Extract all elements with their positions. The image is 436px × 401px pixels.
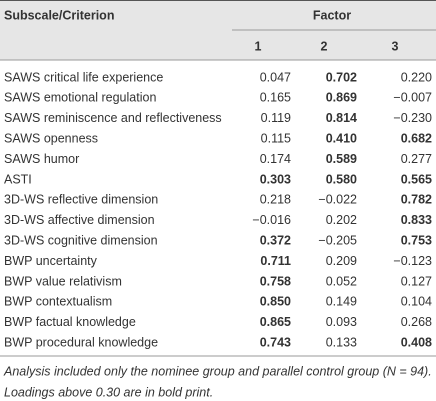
cell-value: 0.133	[326, 335, 357, 349]
cell-value: −0.205	[318, 233, 357, 247]
factor-header: 2	[321, 39, 328, 53]
row-label: SAWS critical life experience	[4, 70, 163, 84]
cell-value: 0.052	[326, 274, 357, 288]
cell-value: 0.115	[261, 131, 291, 145]
cell-value: 0.202	[326, 213, 357, 227]
cell-value: 0.565	[401, 172, 432, 186]
cell-value: 0.220	[401, 70, 432, 84]
cell-value: 0.410	[326, 131, 357, 145]
table-note: Loadings above 0.30 are in bold print.	[4, 385, 213, 399]
cell-value: 0.149	[326, 295, 357, 309]
cell-value: 0.277	[401, 152, 432, 166]
cell-value: 0.702	[326, 70, 357, 84]
cell-value: 0.743	[260, 335, 291, 349]
cell-value: 0.303	[260, 172, 291, 186]
column-header: Subscale/Criterion	[4, 8, 114, 22]
cell-value: 0.682	[401, 131, 432, 145]
cell-value: 0.408	[401, 335, 432, 349]
cell-value: 0.104	[401, 295, 432, 309]
cell-value: 0.372	[260, 233, 291, 247]
row-label: 3D-WS cognitive dimension	[4, 233, 158, 247]
cell-value: −0.123	[393, 254, 432, 268]
row-label: 3D-WS reflective dimension	[4, 193, 158, 207]
group-header: Factor	[313, 8, 351, 22]
cell-value: −0.022	[318, 193, 357, 207]
cell-value: −0.016	[252, 213, 291, 227]
row-label: SAWS reminiscence and reflectiveness	[4, 111, 222, 125]
cell-value: 0.165	[260, 91, 291, 105]
factor-header: 3	[392, 39, 399, 53]
cell-value: 0.833	[401, 213, 432, 227]
cell-value: 0.865	[260, 315, 291, 329]
cell-value: 0.589	[326, 152, 357, 166]
row-label: 3D-WS affective dimension	[4, 213, 155, 227]
row-label: BWP value relativism	[4, 274, 122, 288]
row-label: ASTI	[4, 172, 32, 186]
cell-value: 0.119	[261, 111, 291, 125]
row-label: BWP procedural knowledge	[4, 335, 158, 349]
row-label: SAWS humor	[4, 152, 79, 166]
cell-value: 0.782	[401, 193, 432, 207]
cell-value: 0.758	[260, 274, 291, 288]
row-label: BWP factual knowledge	[4, 315, 136, 329]
cell-value: 0.580	[326, 172, 357, 186]
table-note: Analysis included only the nominee group…	[3, 364, 432, 378]
cell-value: 0.268	[401, 315, 432, 329]
cell-value: 0.850	[260, 295, 291, 309]
cell-value: −0.007	[393, 91, 432, 105]
row-label: BWP uncertainty	[4, 254, 98, 268]
cell-value: 0.047	[260, 70, 291, 84]
row-label: SAWS emotional regulation	[4, 91, 156, 105]
cell-value: 0.218	[260, 193, 291, 207]
cell-value: 0.753	[401, 233, 432, 247]
row-label: SAWS openness	[4, 131, 98, 145]
cell-value: 0.174	[260, 152, 291, 166]
factor-header: 1	[255, 39, 262, 53]
cell-value: 0.869	[326, 91, 357, 105]
cell-value: 0.209	[326, 254, 357, 268]
cell-value: 0.127	[401, 274, 432, 288]
cell-value: −0.230	[393, 111, 432, 125]
cell-value: 0.711	[260, 254, 291, 268]
cell-value: 0.814	[326, 111, 357, 125]
cell-value: 0.093	[326, 315, 357, 329]
row-label: BWP contextualism	[4, 295, 112, 309]
